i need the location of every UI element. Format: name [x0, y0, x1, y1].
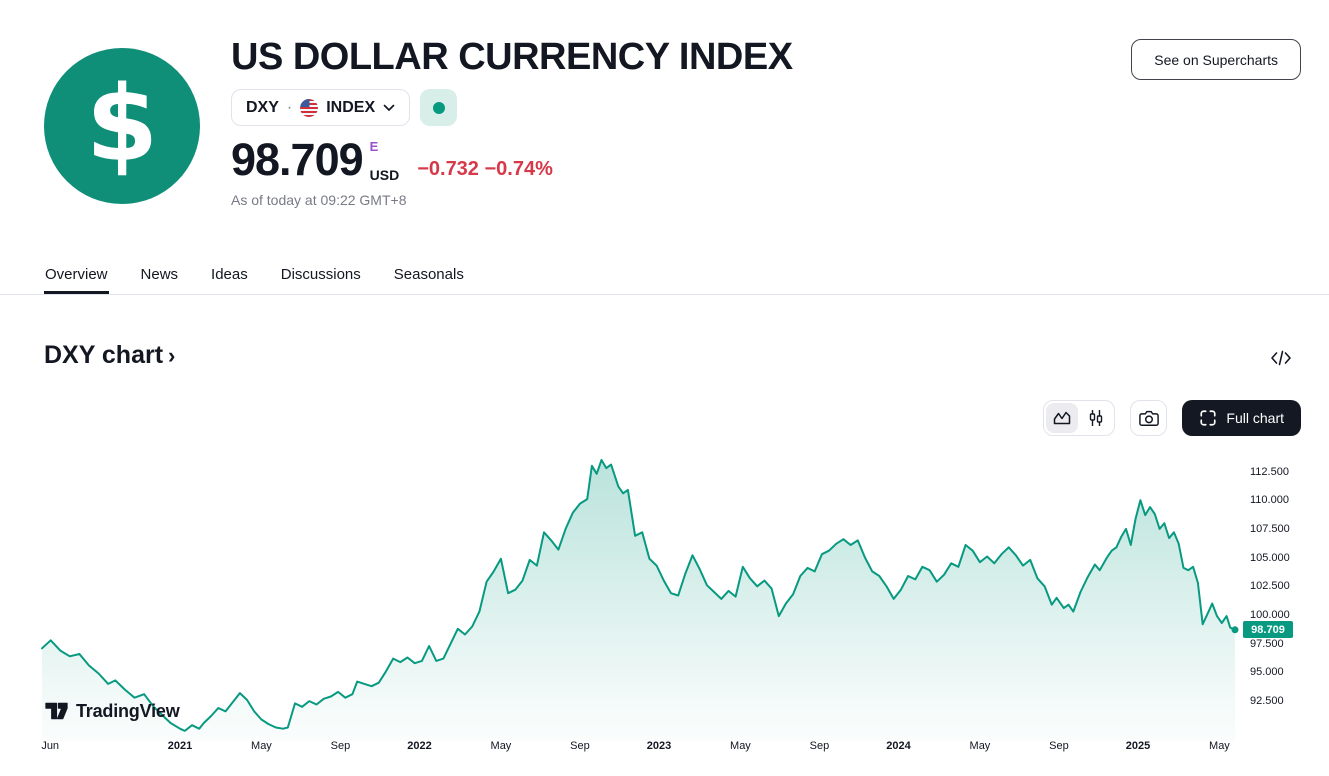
- x-axis-label: Sep: [330, 740, 351, 752]
- tab-news[interactable]: News: [140, 257, 180, 294]
- market-open-dot-icon: [432, 101, 445, 114]
- x-axis-label: May: [251, 740, 272, 752]
- watermark-text: TradingView: [76, 700, 180, 721]
- price-chart[interactable]: 112.500 110.000 107.500 105.000 102.500 100.0…: [0, 440, 1329, 776]
- x-axis-label: Sep: [570, 740, 590, 752]
- last-price-dot: [1231, 626, 1239, 634]
- symbol-ticker: DXY: [246, 98, 279, 116]
- y-axis-label: 107.500: [1250, 522, 1290, 535]
- x-axis-label: 2022: [407, 740, 432, 752]
- price-currency: USD: [369, 167, 400, 183]
- tab-ideas[interactable]: Ideas: [210, 257, 249, 294]
- x-axis-label: 2023: [646, 740, 672, 752]
- y-axis-label: 97.500: [1250, 637, 1284, 650]
- series-line: [41, 459, 1236, 732]
- price-change: −0.732 −0.74%: [417, 158, 553, 181]
- x-axis-label: May: [969, 740, 991, 752]
- y-axis-label: 105.000: [1250, 551, 1290, 564]
- full-chart-button[interactable]: Full chart: [1182, 400, 1301, 436]
- tab-bar: Overview News Ideas Discussions Seasonals: [44, 257, 1329, 294]
- x-axis-label: 2025: [1125, 740, 1151, 752]
- area-series: [41, 459, 1239, 741]
- page-title: US DOLLAR CURRENCY INDEX: [231, 36, 793, 78]
- tradingview-watermark: TradingView: [44, 699, 180, 723]
- y-axis-label: 110.000: [1250, 494, 1289, 507]
- market-status-indicator: [420, 89, 458, 126]
- tradingview-logo-icon: [45, 702, 68, 720]
- last-price: 98.709: [231, 134, 364, 185]
- x-axis-label: May: [1209, 740, 1230, 752]
- x-axis-label: 2024: [886, 740, 911, 752]
- fullscreen-icon: [1200, 410, 1216, 426]
- full-chart-label: Full chart: [1226, 410, 1284, 426]
- price-flag-e: E: [369, 139, 379, 154]
- symbol-row: DXY ·: [231, 89, 793, 126]
- series-fill: [42, 460, 1235, 741]
- x-axis-label: 2021: [167, 740, 193, 752]
- chart-toolbar: Full chart: [1043, 400, 1301, 436]
- symbol-switcher-button[interactable]: DXY ·: [231, 89, 411, 126]
- see-on-supercharts-button[interactable]: See on Supercharts: [1131, 39, 1301, 80]
- instrument-logo: $: [44, 48, 200, 204]
- x-axis-label: May: [490, 740, 512, 752]
- as-of-timestamp: As of today at 09:22 GMT+8: [231, 192, 407, 208]
- section-title: DXY chart: [44, 341, 164, 369]
- tab-discussions[interactable]: Discussions: [280, 257, 362, 294]
- y-axis-label: 112.500: [1250, 465, 1289, 478]
- y-axis-label: 92.500: [1250, 695, 1284, 708]
- us-flag-icon: [300, 98, 319, 117]
- tab-seasonals[interactable]: Seasonals: [393, 257, 465, 294]
- x-axis-label: Sep: [809, 740, 830, 752]
- area-chart-icon[interactable]: [1046, 403, 1079, 433]
- change-absolute: −0.732: [417, 158, 479, 180]
- x-axis-label: Sep: [1049, 740, 1069, 752]
- camera-snapshot-icon[interactable]: [1130, 400, 1168, 436]
- dollar-sign-icon: $: [85, 63, 159, 185]
- price-row: 98.709 E USD −0.732 −0.74%: [231, 136, 793, 184]
- y-axis-label: 102.500: [1250, 580, 1290, 593]
- tab-bar-wrap: Overview News Ideas Discussions Seasonals: [0, 257, 1329, 295]
- dxy-chart-link[interactable]: DXY chart ›: [44, 341, 175, 370]
- candlestick-icon[interactable]: [1080, 403, 1112, 433]
- chevron-right-icon: ›: [168, 342, 176, 368]
- change-percent: −0.74%: [484, 158, 553, 180]
- chevron-down-icon: [383, 104, 395, 111]
- embed-code-icon[interactable]: [1268, 346, 1294, 372]
- y-axis-label: 95.000: [1250, 666, 1284, 679]
- y-axis-label: 100.000: [1250, 609, 1290, 621]
- price-axis-label: 98.709: [1243, 621, 1293, 639]
- chart-type-segmented-control: [1043, 400, 1116, 436]
- tab-overview[interactable]: Overview: [44, 257, 109, 294]
- separator-dot: ·: [286, 98, 293, 116]
- x-axis-label: May: [730, 740, 751, 752]
- x-axis-label: Jun: [41, 740, 60, 752]
- exchange-label: INDEX: [326, 98, 376, 116]
